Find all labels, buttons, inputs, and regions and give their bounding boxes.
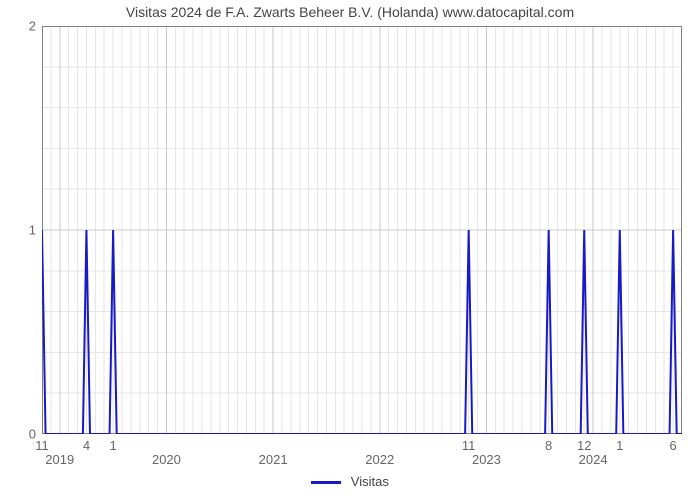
legend-label: Visitas	[351, 474, 389, 489]
data-point-label: 6	[669, 438, 676, 453]
x-tick-label: 2023	[472, 452, 501, 467]
y-tick-label: 2	[29, 19, 36, 34]
legend-swatch	[311, 481, 341, 484]
data-point-label: 1	[109, 438, 116, 453]
x-tick-label: 2020	[152, 452, 181, 467]
y-tick-label: 1	[29, 223, 36, 238]
data-point-label: 11	[35, 438, 49, 453]
data-point-label: 11	[462, 438, 476, 453]
x-tick-label: 2021	[259, 452, 288, 467]
plot-area: 01220192020202120222023202411411181216	[42, 26, 682, 434]
x-tick-label: 2022	[365, 452, 394, 467]
chart-title: Visitas 2024 de F.A. Zwarts Beheer B.V. …	[0, 4, 700, 20]
chart-container: Visitas 2024 de F.A. Zwarts Beheer B.V. …	[0, 0, 700, 500]
legend: Visitas	[0, 474, 700, 489]
data-point-label: 4	[83, 438, 90, 453]
x-tick-label: 2019	[45, 452, 74, 467]
data-point-label: 8	[545, 438, 552, 453]
data-point-label: 1	[616, 438, 623, 453]
data-point-label: 12	[577, 438, 591, 453]
x-tick-label: 2024	[579, 452, 608, 467]
